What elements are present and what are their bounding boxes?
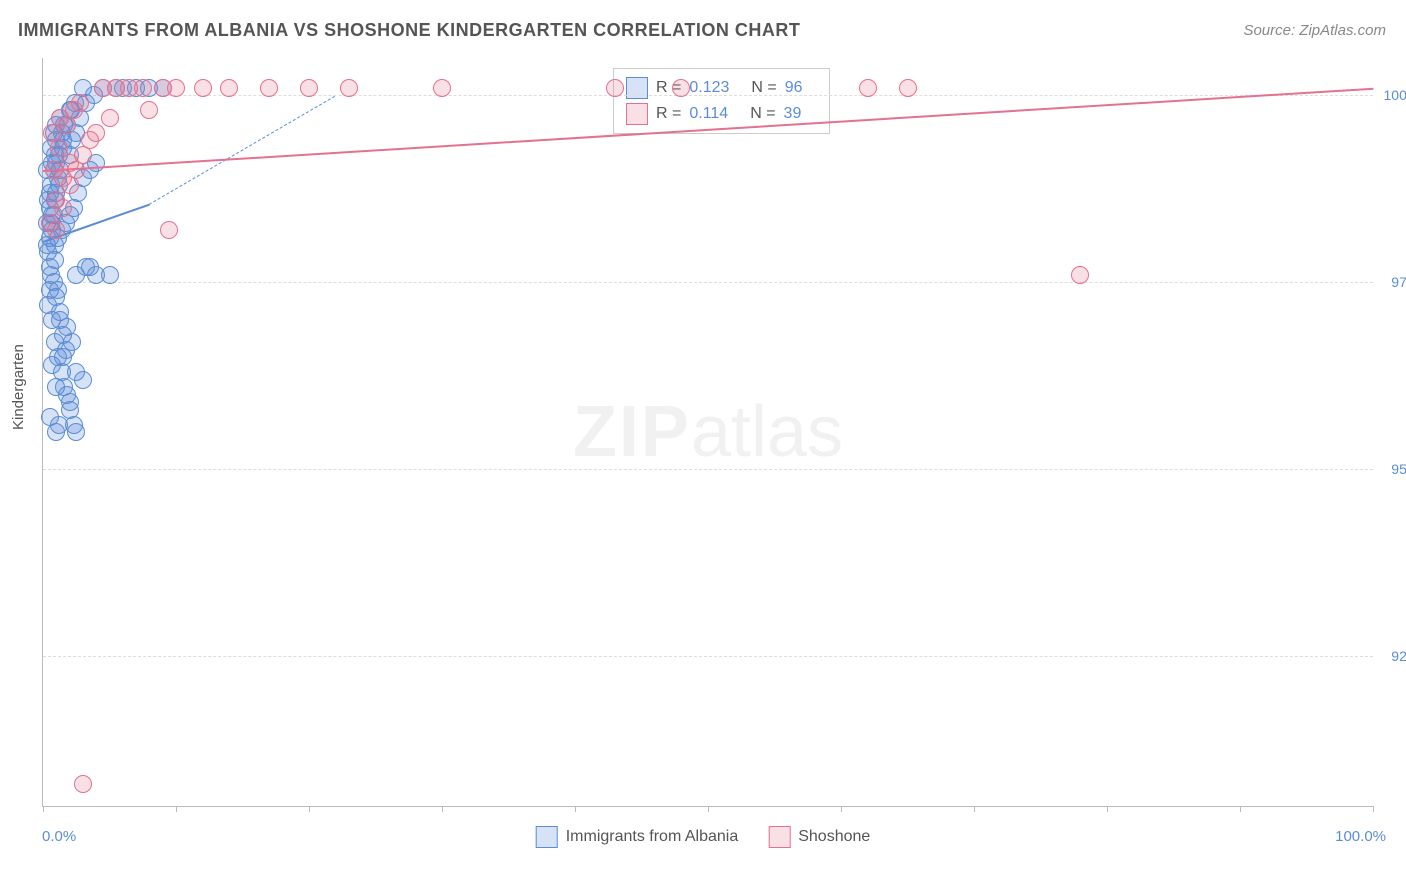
source-attribution: Source: ZipAtlas.com bbox=[1243, 22, 1386, 39]
legend-label-series2: Shoshone bbox=[798, 828, 870, 846]
ytick-label: 100.0% bbox=[1384, 87, 1406, 103]
stats-row-series1: R = 0.123 N = 96 bbox=[626, 75, 817, 101]
xtick bbox=[1373, 806, 1374, 812]
scatter-point bbox=[606, 79, 624, 97]
scatter-point bbox=[74, 371, 92, 389]
watermark-zip: ZIP bbox=[573, 392, 691, 472]
gridline-h bbox=[43, 469, 1373, 470]
scatter-point bbox=[42, 266, 60, 284]
scatter-point bbox=[194, 79, 212, 97]
scatter-point bbox=[220, 79, 238, 97]
watermark-atlas: atlas bbox=[691, 392, 843, 472]
scatter-point bbox=[340, 79, 358, 97]
stat-r-value-2: 0.114 bbox=[689, 105, 728, 123]
scatter-point bbox=[1071, 266, 1089, 284]
scatter-point bbox=[87, 266, 105, 284]
xtick bbox=[1107, 806, 1108, 812]
trend-line bbox=[149, 95, 336, 204]
ytick-label: 92.5% bbox=[1391, 648, 1406, 664]
gridline-h bbox=[43, 656, 1373, 657]
scatter-point bbox=[672, 79, 690, 97]
stat-n-label-2: N = bbox=[750, 105, 775, 123]
x-axis-min-label: 0.0% bbox=[42, 828, 76, 845]
scatter-point bbox=[899, 79, 917, 97]
y-axis-title: Kindergarten bbox=[10, 344, 27, 430]
x-axis-max-label: 100.0% bbox=[1335, 828, 1386, 845]
legend-swatch-series1 bbox=[536, 826, 558, 848]
scatter-point bbox=[433, 79, 451, 97]
xtick bbox=[1240, 806, 1241, 812]
gridline-h bbox=[43, 282, 1373, 283]
swatch-series2 bbox=[626, 103, 648, 125]
xtick bbox=[575, 806, 576, 812]
chart-plot-area: ZIPatlas R = 0.123 N = 96 R = 0.114 N = … bbox=[42, 58, 1373, 807]
scatter-point bbox=[260, 79, 278, 97]
xtick bbox=[176, 806, 177, 812]
scatter-point bbox=[859, 79, 877, 97]
xtick bbox=[442, 806, 443, 812]
xtick bbox=[974, 806, 975, 812]
legend-item-series2: Shoshone bbox=[768, 826, 870, 848]
xtick bbox=[309, 806, 310, 812]
scatter-point bbox=[41, 214, 59, 232]
scatter-point bbox=[140, 101, 158, 119]
stat-n-value-1: 96 bbox=[785, 79, 803, 97]
xtick bbox=[43, 806, 44, 812]
xtick bbox=[841, 806, 842, 812]
watermark: ZIPatlas bbox=[573, 391, 843, 473]
scatter-point bbox=[101, 109, 119, 127]
scatter-point bbox=[300, 79, 318, 97]
legend-label-series1: Immigrants from Albania bbox=[566, 828, 739, 846]
scatter-point bbox=[47, 423, 65, 441]
legend-bottom: Immigrants from Albania Shoshone bbox=[536, 826, 871, 848]
stat-r-label-2: R = bbox=[656, 105, 681, 123]
stat-r-value-1: 0.123 bbox=[689, 79, 729, 97]
stat-n-value-2: 39 bbox=[784, 105, 802, 123]
scatter-point bbox=[87, 124, 105, 142]
scatter-point bbox=[74, 775, 92, 793]
scatter-point bbox=[167, 79, 185, 97]
scatter-point bbox=[47, 191, 65, 209]
chart-title: IMMIGRANTS FROM ALBANIA VS SHOSHONE KIND… bbox=[18, 20, 800, 41]
scatter-point bbox=[134, 79, 152, 97]
scatter-point bbox=[67, 423, 85, 441]
ytick-label: 95.0% bbox=[1391, 461, 1406, 477]
scatter-point bbox=[71, 94, 89, 112]
xtick bbox=[708, 806, 709, 812]
scatter-point bbox=[160, 221, 178, 239]
scatter-point bbox=[55, 378, 73, 396]
ytick-label: 97.5% bbox=[1391, 274, 1406, 290]
scatter-point bbox=[51, 109, 69, 127]
stat-n-label-1: N = bbox=[751, 79, 776, 97]
legend-swatch-series2 bbox=[768, 826, 790, 848]
scatter-point bbox=[43, 311, 61, 329]
legend-item-series1: Immigrants from Albania bbox=[536, 826, 739, 848]
gridline-h bbox=[43, 95, 1373, 96]
